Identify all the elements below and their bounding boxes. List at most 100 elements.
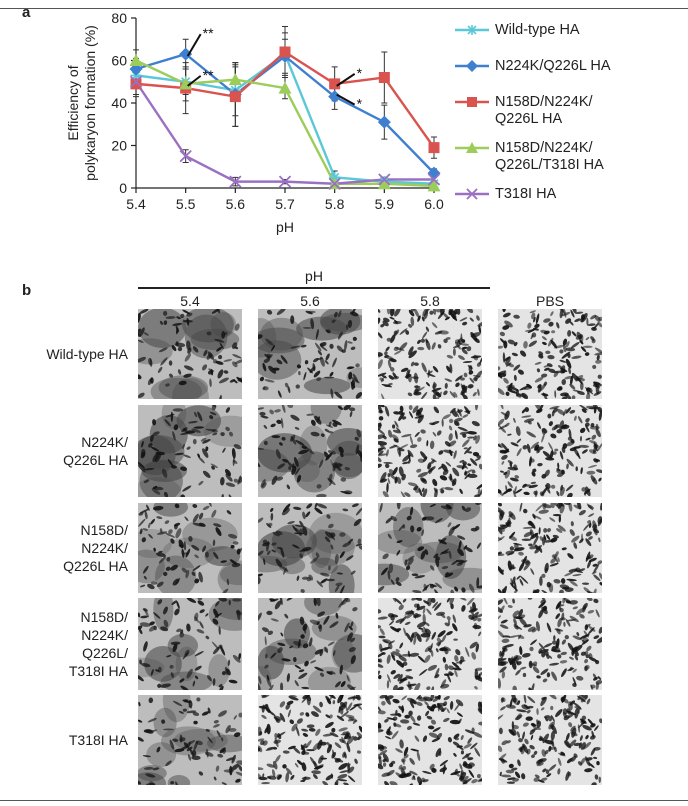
- column-label: PBS: [535, 293, 564, 309]
- micrograph-texture: [378, 598, 482, 690]
- micrograph-cell: [378, 598, 482, 690]
- legend-label: N158D/N224K/ Q226L/T318I HA: [495, 140, 604, 173]
- legend-entry: T318I HA: [455, 186, 556, 203]
- micrograph-cell: [498, 503, 602, 593]
- legend-marker: [455, 25, 489, 35]
- micrograph-cell: [378, 503, 482, 593]
- top-rule: [0, 8, 688, 9]
- legend-entry: N158D/N224K/ Q226L/T318I HA: [455, 140, 604, 174]
- data-point: [427, 179, 441, 192]
- micrograph-cell: [138, 503, 242, 593]
- micrograph-cell: [138, 309, 242, 399]
- annotation-label: **: [203, 25, 214, 41]
- micrograph-texture: [498, 405, 602, 497]
- legend-label: T318I HA: [495, 186, 557, 202]
- x-tick-label: 5.4: [126, 196, 146, 212]
- micrograph-texture: [378, 695, 482, 785]
- panel-a-letter: a: [22, 4, 31, 21]
- micrograph-texture: [498, 598, 602, 690]
- data-point: [377, 115, 391, 129]
- data-point: [278, 175, 292, 188]
- data-point: [428, 142, 440, 154]
- data-point: [129, 54, 143, 66]
- data-point: [129, 75, 143, 88]
- data-point: [328, 177, 341, 190]
- micrograph-texture: [498, 309, 602, 399]
- y-tick-label: 0: [119, 180, 127, 196]
- micrograph-texture: [258, 598, 362, 690]
- micrograph-cell: [498, 405, 602, 497]
- x-tick-label: 5.8: [325, 196, 345, 212]
- micrograph-texture: [258, 503, 362, 593]
- legend-marker-shape: [467, 97, 477, 107]
- micrograph-texture: [498, 695, 602, 785]
- annotation-label: *: [357, 65, 363, 81]
- micrograph-texture: [138, 695, 242, 785]
- annotation-label: **: [203, 67, 214, 83]
- x-tick-label: 5.9: [375, 196, 395, 212]
- micrograph-texture: [258, 309, 362, 399]
- legend-marker: [455, 142, 489, 153]
- micrograph-texture: [498, 503, 602, 593]
- data-point: [328, 90, 342, 104]
- data-point: [229, 91, 241, 103]
- micrograph-cell: [258, 405, 362, 497]
- panel-b-letter: b: [22, 282, 32, 299]
- micrograph-cell: [498, 598, 602, 690]
- x-tick-label: 5.7: [275, 196, 295, 212]
- y-tick-label: 40: [111, 95, 127, 111]
- micrograph-texture: [378, 503, 482, 593]
- y-tick-label: 20: [111, 138, 127, 154]
- x-tick-label: 5.6: [226, 196, 246, 212]
- micrograph-texture: [258, 695, 362, 785]
- column-label: 5.4: [180, 293, 200, 309]
- row-label: T318I HA: [68, 732, 128, 748]
- y-tick-label: 80: [111, 10, 127, 26]
- data-point: [329, 78, 341, 90]
- x-axis-label: pH: [276, 219, 294, 235]
- data-point: [377, 177, 391, 190]
- data-point: [378, 173, 391, 186]
- column-label: 5.8: [420, 293, 440, 309]
- row-label: N158D/ N224K/ Q226L/ T318I HA: [68, 609, 128, 679]
- annotation-arrow: [186, 33, 202, 57]
- row-label: N224K/ Q226L HA: [63, 434, 128, 468]
- micrograph-texture: [378, 309, 482, 399]
- micrograph-cell: [498, 695, 602, 785]
- legend-label: Wild-type HA: [495, 22, 580, 38]
- micrograph-cell: [258, 503, 362, 593]
- annotation-arrow: [336, 93, 356, 106]
- micrograph-cell: [138, 598, 242, 690]
- micrograph-cell: [138, 695, 242, 785]
- data-point: [179, 149, 192, 163]
- bottom-rule: [0, 800, 688, 801]
- polykaryon-line-chart: 0 20 40 60 80 5.4 5.5 5.6 5.7 5.8 5.9 6.0 pH Efficien…: [65, 10, 444, 235]
- micrograph-cell: [378, 695, 482, 785]
- x-tick-label: 5.5: [176, 196, 196, 212]
- data-point: [279, 46, 291, 58]
- micrograph-cell: [378, 309, 482, 399]
- column-label: 5.6: [300, 293, 320, 309]
- y-axis-label: Efficiency ofpolykaryon formation (%): [65, 25, 98, 181]
- ph-group-label: pH: [138, 268, 490, 284]
- y-tick-label: 60: [111, 53, 127, 69]
- legend-marker: [455, 97, 489, 107]
- legend-marker-shape: [466, 188, 478, 200]
- micrograph-cell: [258, 695, 362, 785]
- micrograph-texture: [258, 405, 362, 497]
- micrograph-cell: [498, 309, 602, 399]
- legend-marker-shape: [466, 60, 478, 72]
- micrograph-cell: [378, 405, 482, 497]
- micrograph-cell: [258, 598, 362, 690]
- row-label: Wild-type HA: [46, 346, 128, 362]
- data-point: [130, 78, 142, 90]
- annotation-arrow: [336, 73, 356, 87]
- data-point: [179, 77, 193, 90]
- legend-marker: [455, 60, 489, 72]
- data-point: [278, 81, 292, 94]
- micrograph-texture: [138, 598, 242, 690]
- legend-entry: N158D/N224K/ Q226L HA: [455, 94, 593, 128]
- legend-marker-shape: [467, 25, 477, 35]
- legend-entry: N224K/Q226L HA: [455, 58, 611, 75]
- micrograph-texture: [138, 309, 242, 399]
